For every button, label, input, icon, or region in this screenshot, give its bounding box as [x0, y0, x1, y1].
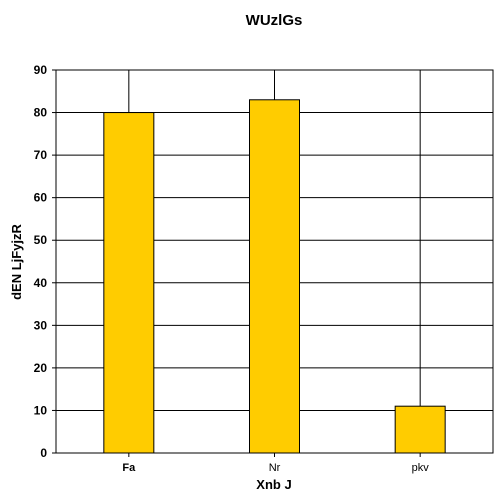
x-tick-label: pkv — [412, 462, 430, 474]
y-tick-label: 40 — [34, 276, 48, 290]
chart-title: WUzlGs — [246, 12, 303, 29]
y-tick-label: 80 — [34, 106, 48, 120]
x-tick-label: Fa — [122, 462, 136, 474]
x-axis-label: Xnb J — [256, 477, 291, 492]
bar-fa — [104, 113, 154, 453]
y-tick-label: 50 — [34, 233, 48, 247]
y-tick-label: 30 — [34, 318, 48, 332]
y-axis-label: dEN LjFyjzR — [9, 223, 24, 299]
y-tick-label: 90 — [34, 63, 48, 77]
x-tick-label: Nr — [269, 462, 281, 474]
bar-nr — [250, 100, 300, 453]
y-tick-label: 0 — [40, 446, 47, 460]
x-axis-ticks: Fa Nr pkv — [122, 453, 429, 474]
bars — [104, 100, 445, 453]
bar-pkv — [395, 406, 445, 453]
y-axis-ticks: 0 10 20 30 40 50 60 70 80 90 — [34, 63, 56, 460]
y-tick-label: 10 — [34, 403, 48, 417]
y-tick-label: 70 — [34, 148, 48, 162]
y-tick-label: 60 — [34, 191, 48, 205]
y-tick-label: 20 — [34, 361, 48, 375]
